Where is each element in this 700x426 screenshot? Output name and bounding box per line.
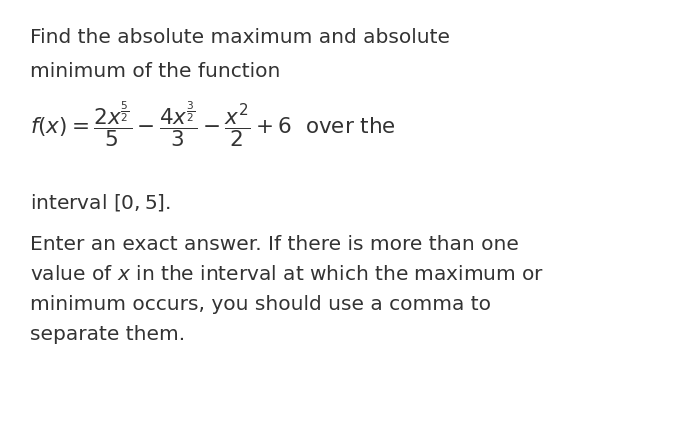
Text: Enter an exact answer. If there is more than one: Enter an exact answer. If there is more … bbox=[30, 234, 519, 253]
Text: value of $x$ in the interval at which the maximum or: value of $x$ in the interval at which th… bbox=[30, 265, 545, 283]
Text: separate them.: separate them. bbox=[30, 324, 185, 343]
Text: minimum of the function: minimum of the function bbox=[30, 62, 281, 81]
Text: $f(x) = \dfrac{2x^{\frac{5}{2}}}{5} - \dfrac{4x^{\frac{3}{2}}}{3} - \dfrac{x^{2}: $f(x) = \dfrac{2x^{\frac{5}{2}}}{5} - \d… bbox=[30, 100, 396, 150]
Text: Find the absolute maximum and absolute: Find the absolute maximum and absolute bbox=[30, 28, 450, 47]
Text: interval $[0, 5]$.: interval $[0, 5]$. bbox=[30, 192, 171, 213]
Text: minimum occurs, you should use a comma to: minimum occurs, you should use a comma t… bbox=[30, 294, 491, 313]
